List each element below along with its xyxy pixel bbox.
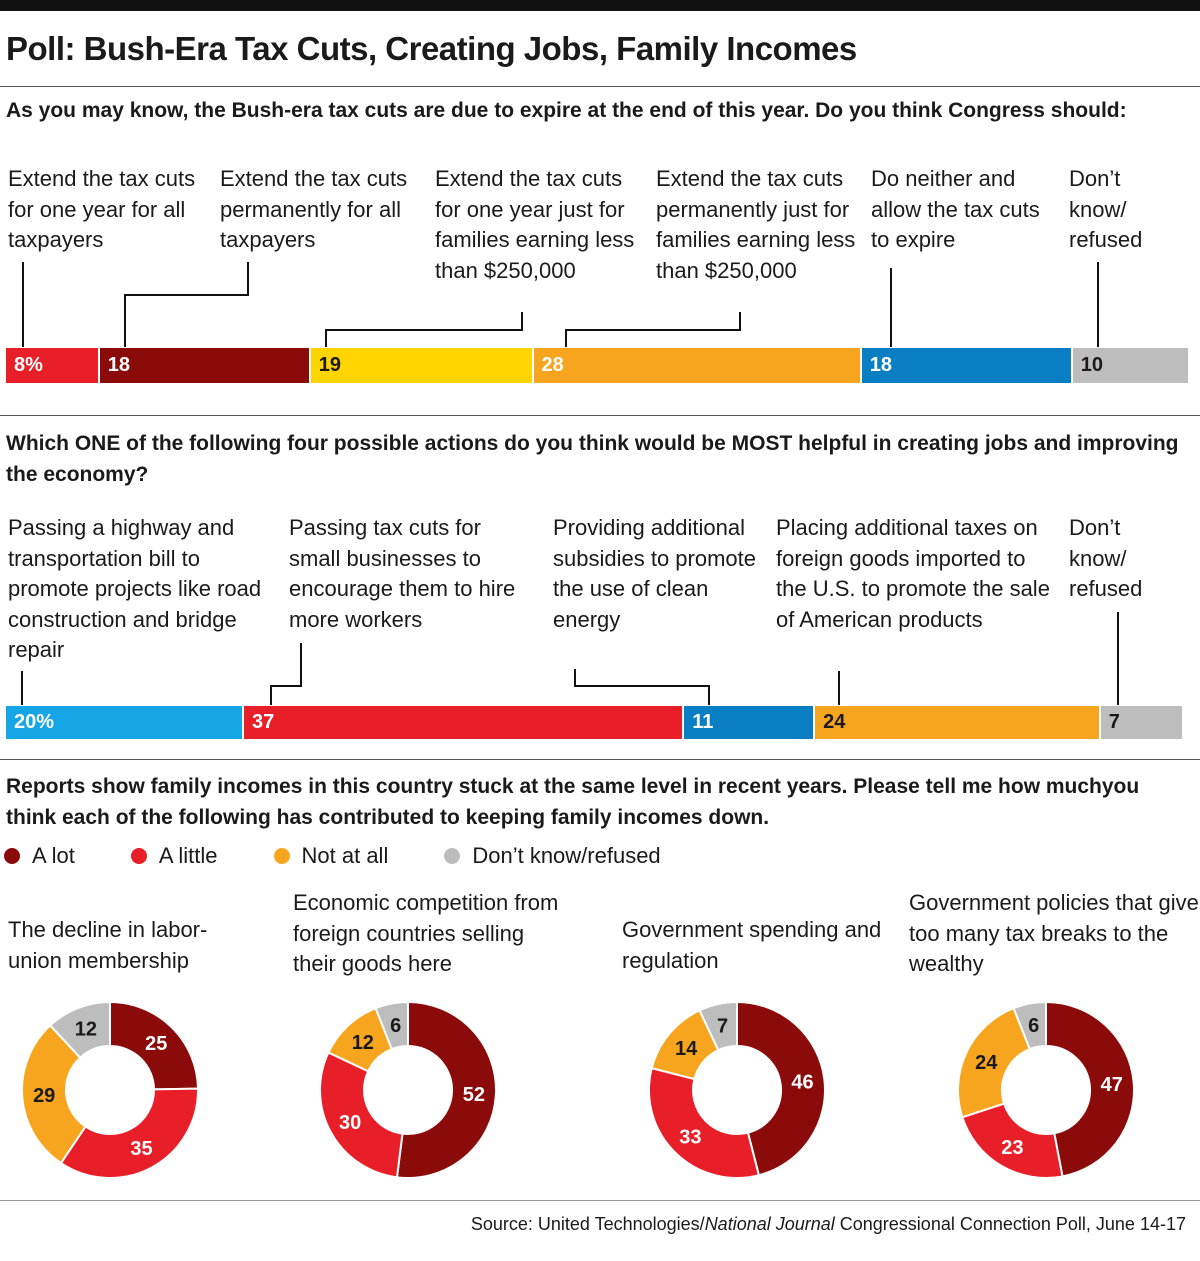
question-1: As you may know, the Bush-era tax cuts a… bbox=[6, 99, 1127, 122]
donut-legend: A lot A little Not at all Don’t know/ref… bbox=[4, 843, 717, 869]
legend-item-not-at-all: Not at all bbox=[273, 843, 389, 869]
donut-slice bbox=[395, 1000, 497, 1179]
bar-value-label: 11 bbox=[692, 711, 714, 733]
legend-label: Not at all bbox=[301, 843, 389, 868]
donut-title: Government spending and regulation bbox=[622, 917, 882, 973]
q1-option-label: Don’t know/ refused bbox=[1069, 166, 1143, 252]
bar-value-label: 7 bbox=[1108, 711, 1120, 733]
donut-slice bbox=[21, 1023, 87, 1165]
legend-swatch bbox=[444, 848, 461, 864]
donut-value-label: 47 bbox=[1101, 1074, 1123, 1096]
legend-item-a-little: A little bbox=[130, 843, 218, 869]
donut-value-label: 46 bbox=[791, 1072, 813, 1094]
donut-slice bbox=[1045, 1000, 1135, 1178]
legend-swatch bbox=[130, 848, 147, 864]
donut-value-label: 7 bbox=[717, 1016, 728, 1038]
bar-value-label: 18 bbox=[107, 354, 131, 376]
source-note: Source: United Technologies/National Jou… bbox=[471, 1214, 1186, 1235]
top-bar bbox=[0, 0, 1200, 11]
bar-value-label: 10 bbox=[1080, 354, 1104, 376]
donut-slice bbox=[374, 1000, 409, 1051]
donut-slice bbox=[59, 1087, 199, 1179]
bar-segment: 10 bbox=[1072, 348, 1188, 383]
bar-segment: 20% bbox=[6, 706, 242, 739]
legend-label: A little bbox=[158, 843, 218, 868]
donut-value-label: 6 bbox=[1028, 1015, 1039, 1037]
donut-value-label: 14 bbox=[675, 1038, 698, 1060]
legend-item-dont-know: Don’t know/refused bbox=[444, 843, 661, 869]
bar-segment: 8% bbox=[6, 348, 98, 383]
section-divider bbox=[0, 759, 1200, 760]
title-divider bbox=[0, 86, 1200, 87]
source-divider bbox=[0, 1200, 1200, 1201]
bar-segment: 37 bbox=[243, 706, 683, 739]
donut-value-label: 33 bbox=[679, 1127, 701, 1149]
q2-option-label: Placing additional taxes on foreign good… bbox=[776, 515, 1050, 632]
section-divider bbox=[0, 415, 1200, 416]
donut-value-label: 24 bbox=[975, 1052, 998, 1074]
bar-value-label: 28 bbox=[541, 354, 564, 376]
bar-segment: 18 bbox=[99, 348, 309, 383]
donut-value-label: 52 bbox=[463, 1084, 485, 1106]
donut-slice bbox=[1012, 1000, 1047, 1051]
donut-value-label: 12 bbox=[75, 1019, 97, 1041]
q1-option-label: Extend the tax cuts for one year for all… bbox=[8, 166, 196, 252]
legend-item-a-lot: A lot bbox=[4, 843, 75, 869]
donut-slice bbox=[48, 1000, 111, 1060]
legend-swatch bbox=[273, 848, 290, 864]
q1-option-label: Extend the tax cuts permanently for all … bbox=[220, 166, 408, 252]
bar-segment: 11 bbox=[684, 706, 814, 739]
q1-option-label: Extend the tax cuts permanently just for… bbox=[656, 166, 856, 283]
bar-value-label: 19 bbox=[318, 354, 342, 376]
donut-title: Government policies that give too many t… bbox=[909, 890, 1199, 976]
question-3: Reports show family incomes in this coun… bbox=[6, 775, 1140, 829]
q2-option-label: Don’t know/ refused bbox=[1069, 515, 1143, 601]
donut-value-label: 12 bbox=[352, 1032, 374, 1054]
bar-segment: 19 bbox=[310, 348, 532, 383]
bar-segment: 7 bbox=[1100, 706, 1182, 739]
source-suffix: Congressional Connection Poll, June 14-1… bbox=[834, 1214, 1186, 1234]
donut-slice bbox=[961, 1102, 1064, 1179]
source-prefix: Source: United Technologies/ bbox=[470, 1214, 705, 1234]
bar-value-label: 8% bbox=[14, 354, 43, 376]
q1-option-label: Do neither and allow the tax cuts to exp… bbox=[871, 166, 1040, 252]
bar-value-label: 24 bbox=[823, 711, 846, 733]
bar-segment: 24 bbox=[815, 706, 1099, 739]
donut-title: Economic competition from foreign countr… bbox=[293, 890, 559, 976]
source-publication: National Journal bbox=[704, 1214, 835, 1234]
donut-value-label: 35 bbox=[130, 1138, 152, 1160]
q1-option-label: Extend the tax cuts for one year just fo… bbox=[435, 166, 635, 283]
donut-slice bbox=[698, 1000, 738, 1052]
bar-value-label: 18 bbox=[869, 354, 892, 376]
bar-value-label: 37 bbox=[251, 711, 275, 733]
donut-slice bbox=[319, 1051, 404, 1179]
q2-option-label: Passing a highway and transportation bil… bbox=[8, 515, 262, 662]
donut-slice bbox=[109, 1000, 200, 1091]
question-2: Which ONE of the following four possible… bbox=[6, 432, 1179, 486]
q2-option-label: Passing tax cuts for small businesses to… bbox=[289, 515, 516, 632]
donut-value-label: 6 bbox=[390, 1015, 401, 1037]
legend-label: Don’t know/refused bbox=[472, 843, 661, 868]
donut-title: The decline in labor-union membership bbox=[8, 917, 208, 973]
donut-value-label: 30 bbox=[339, 1112, 361, 1134]
legend-label: A lot bbox=[32, 843, 75, 868]
donut-value-label: 25 bbox=[145, 1033, 167, 1055]
bar-segment: 28 bbox=[533, 348, 860, 383]
donut-slice bbox=[648, 1066, 761, 1180]
donut-value-label: 29 bbox=[33, 1085, 55, 1107]
bar-segment: 18 bbox=[861, 348, 1071, 383]
donut-value-label: 23 bbox=[1001, 1137, 1023, 1159]
donut-slice bbox=[736, 1000, 827, 1177]
q2-option-label: Providing additional subsidies to promot… bbox=[553, 515, 756, 632]
bar-value-label: 20% bbox=[14, 711, 55, 733]
page-title: Poll: Bush-Era Tax Cuts, Creating Jobs, … bbox=[6, 30, 857, 67]
legend-swatch bbox=[4, 848, 20, 864]
